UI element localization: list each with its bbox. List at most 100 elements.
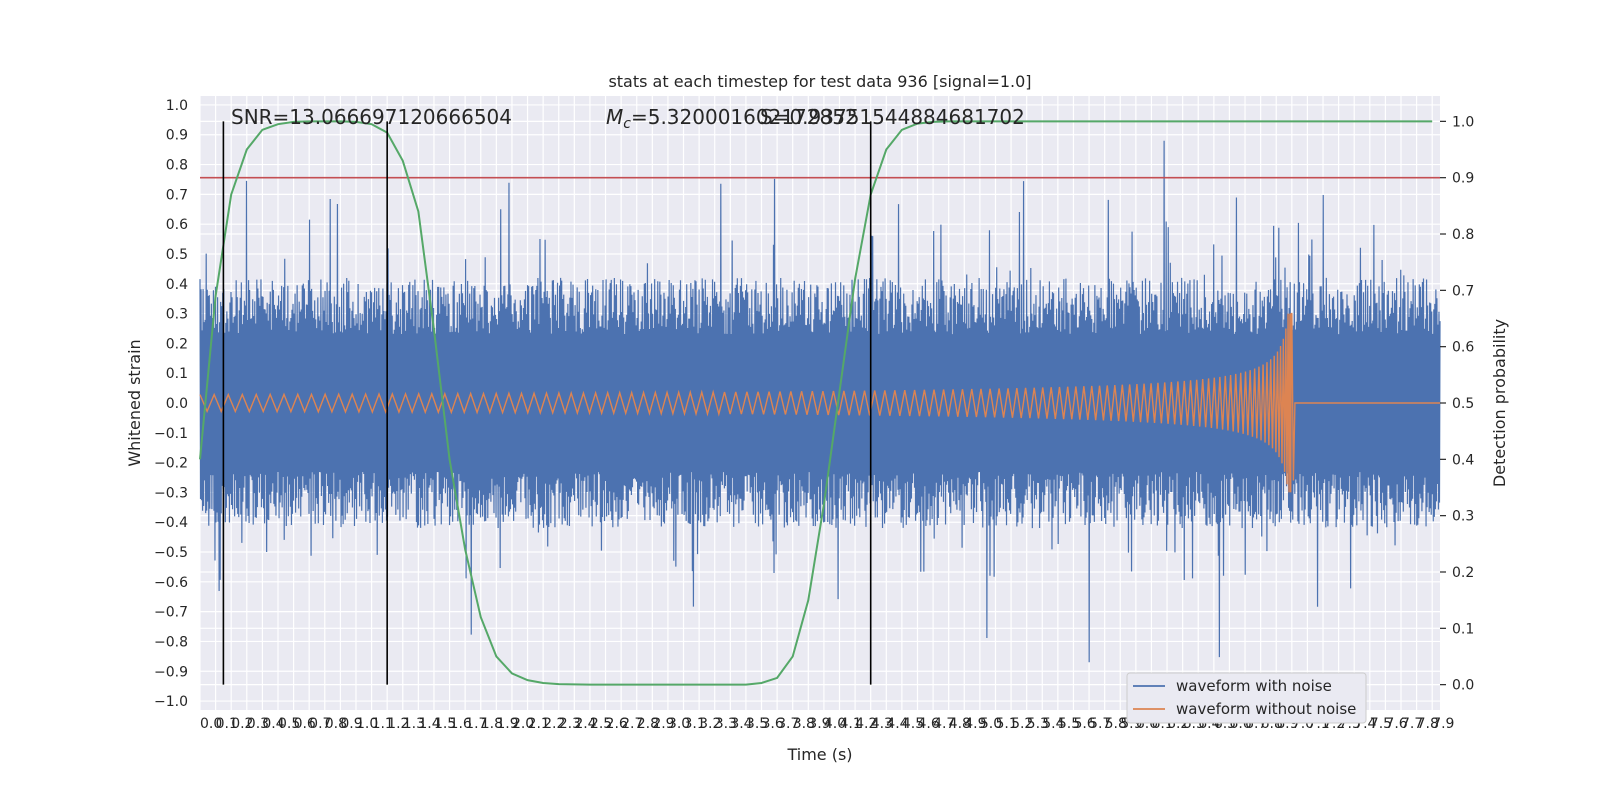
x-tick-label: 0.5 [278,716,300,732]
x-tick-label: 1.0 [356,716,378,732]
x-tick-label: 4.8 [949,716,971,732]
x-tick-label: 3.9 [808,716,830,732]
x-tick-label: 5.7 [1089,716,1111,732]
series-waveform-without-noise [199,312,1440,493]
x-tick-label: 3.8 [793,716,815,732]
x-tick-label: 1.9 [496,716,518,732]
y-tick-label: 0.8 [166,158,188,174]
y2-tick-label: 0.5 [1452,396,1474,412]
x-tick-label: 4.0 [824,716,846,732]
y-tick-label: 0.2 [166,336,188,352]
x-tick-label: 5.2 [1011,716,1033,732]
y2-tick-label: 0.9 [1452,171,1474,187]
x-tick-label: 3.1 [684,716,706,732]
x-tick-label: 0.9 [340,716,362,732]
x-tick-label: 7.5 [1370,716,1392,732]
x-tick-label: 3.0 [668,716,690,732]
x-tick-label: 0.8 [325,716,347,732]
x-tick-label: 3.5 [746,716,768,732]
x-tick-label: 2.3 [559,716,581,732]
vertical-markers [222,121,872,685]
probability-line [199,120,1433,686]
x-tick-label: 2.5 [590,716,612,732]
legend-label-clean: waveform without noise [1176,700,1356,718]
x-tick-label: 1.2 [387,716,409,732]
x-tick-label: 1.1 [372,716,394,732]
x-tick-label: 4.6 [917,716,939,732]
x-tick-label: 2.0 [512,716,534,732]
y-axis-label: Whitened strain [125,339,144,466]
x-tick-label: 2.7 [621,716,643,732]
x-tick-label: 0.6 [294,716,316,732]
x-tick-label: 4.4 [886,716,908,732]
x-tick-label: 4.3 [871,716,893,732]
x-tick-label: 4.7 [933,716,955,732]
x-tick-label: 2.1 [528,716,550,732]
y-tick-label: 0.1 [166,366,188,382]
x-tick-label: 0.2 [231,716,253,732]
y2-tick-labels: 1.0 0.9 0.8 0.7 0.6 0.5 0.4 0.3 0.2 0.1 0.0 [1440,114,1474,694]
x-tick-label: 4.5 [902,716,924,732]
x-tick-label: 4.9 [964,716,986,732]
x-tick-label: 5.3 [1027,716,1049,732]
snr-annotation: SNR=13.066697120666504 [231,105,512,129]
x-tick-label: 5.1 [995,716,1017,732]
x-tick-label: 0.3 [247,716,269,732]
x-tick-label: 0.4 [262,716,284,732]
x-tick-label: 2.2 [543,716,565,732]
x-tick-label: 2.6 [606,716,628,732]
x-axis-label: Time (s) [786,745,852,764]
y-tick-label: −0.2 [154,456,188,472]
y-tick-label: −0.9 [154,664,188,680]
y-tick-label: 0.0 [166,396,188,412]
chart-title: stats at each timestep for test data 936… [608,72,1031,91]
y-tick-label: 0.3 [166,307,188,323]
x-tick-label: 3.7 [777,716,799,732]
x-tick-label: 7.6 [1385,716,1407,732]
y-tick-label: −0.8 [154,634,188,650]
x-tick-label: 4.2 [855,716,877,732]
x-tick-label: 7.9 [1432,716,1454,732]
x-tick-label: 2.8 [637,716,659,732]
y-tick-label: 0.7 [166,187,188,203]
legend: waveform with noise waveform without noi… [1126,672,1367,724]
y2-tick-label: 0.6 [1452,340,1474,356]
x-tick-label: 0.7 [309,716,331,732]
y-tick-label: −0.6 [154,575,188,591]
y-tick-label: 0.4 [166,277,188,293]
y-tick-label: 1.0 [166,98,188,114]
x-tick-label: 1.4 [418,716,440,732]
y2-tick-label: 0.1 [1452,621,1474,637]
x-tick-label: 0.0 [200,716,222,732]
x-tick-label: 3.6 [762,716,784,732]
y-tick-label: 0.6 [166,217,188,233]
x-tick-label: 1.8 [481,716,503,732]
series-detection-probability [199,120,1433,686]
y2-tick-label: 0.0 [1452,678,1474,694]
x-tick-label: 5.4 [1042,716,1064,732]
x-tick-label: 0.1 [216,716,238,732]
x-tick-label: 5.5 [1058,716,1080,732]
x-tick-label: 4.1 [839,716,861,732]
y2-tick-label: 0.8 [1452,227,1474,243]
series-waveform-with-noise [199,140,1441,663]
mc-annotation: Mc=5.320001602172852 [606,105,858,132]
x-tick-label: 7.8 [1417,716,1439,732]
x-tick-label: 1.5 [434,716,456,732]
y-tick-label: −0.4 [154,515,188,531]
noise-waveform-line [199,140,1441,663]
y-tick-label: −0.1 [154,426,188,442]
x-tick-label: 3.2 [699,716,721,732]
y-tick-label: 0.5 [166,247,188,263]
x-tick-label: 5.8 [1105,716,1127,732]
x-tick-label: 1.7 [465,716,487,732]
x-tick-label: 2.9 [652,716,674,732]
y2-tick-label: 0.2 [1452,565,1474,581]
x-tick-label: 1.3 [403,716,425,732]
clean-waveform-line [199,312,1440,493]
y2-tick-label: 1.0 [1452,114,1474,130]
overlap-annotation: S=0.93751544884681702 [760,105,1025,129]
y2-tick-label: 0.4 [1452,452,1474,468]
x-tick-label: 1.6 [450,716,472,732]
